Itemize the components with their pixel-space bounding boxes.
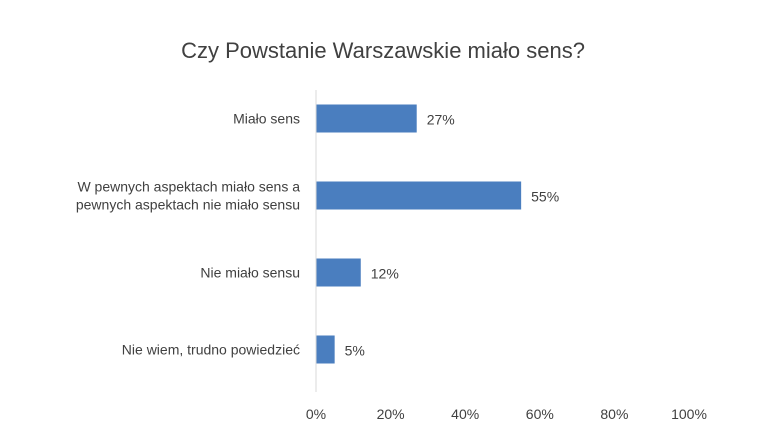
x-tick-label-4: 80% [600,406,628,422]
value-label-3: 5% [345,343,365,359]
bar-0 [316,104,417,133]
category-label-0: Miało sens [233,111,300,127]
category-label-line: Nie miało sensu [200,265,300,281]
value-label-0: 27% [427,112,455,128]
category-label-line: Nie wiem, trudno powiedzieć [122,342,300,358]
value-label-1: 55% [531,189,559,205]
bar-2 [316,258,361,287]
value-labels-group: 27% 55% 12% 5% [345,112,560,359]
x-tick-label-2: 40% [451,406,479,422]
bars-group [316,104,522,364]
category-label-line: Miało sens [233,111,300,127]
category-label-2: Nie miało sensu [200,265,300,281]
value-label-2: 12% [371,266,399,282]
category-label-line: pewnych aspektach nie miało sensu [76,197,300,213]
category-labels-group: Miało sens W pewnych aspektach miało sens… [76,111,300,358]
category-label-3: Nie wiem, trudno powiedzieć [122,342,300,358]
x-axis-ticks-group: 0% 20% 40% 60% 80% 100% [306,406,707,422]
category-label-line: W pewnych aspektach miało sens a [77,179,300,195]
x-tick-label-1: 20% [377,406,405,422]
bar-3 [316,335,335,364]
bar-1 [316,181,522,210]
x-tick-label-3: 60% [526,406,554,422]
x-tick-label-5: 100% [671,406,707,422]
chart-title: Czy Powstanie Warszawskie miało sens? [181,38,585,63]
x-tick-label-0: 0% [306,406,326,422]
category-label-1: W pewnych aspektach miało sens a pewnych … [76,179,300,213]
